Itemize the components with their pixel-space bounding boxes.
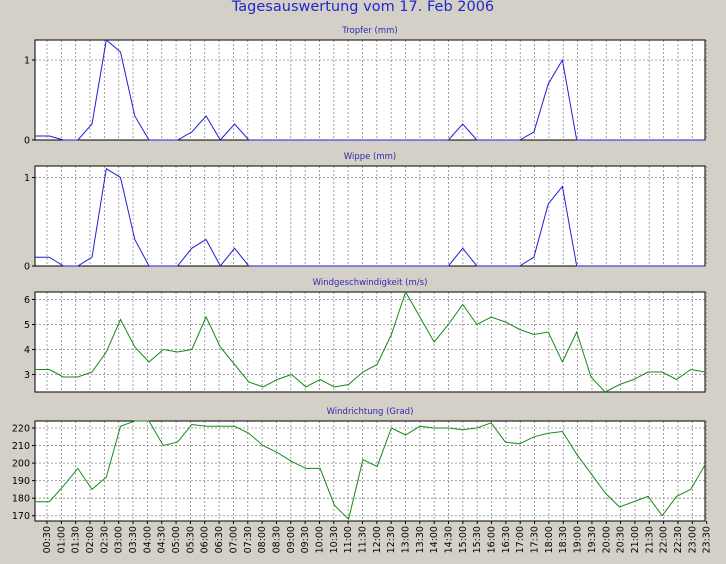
x-tick-label: 20:30 xyxy=(616,526,627,553)
x-tick-label: 06:30 xyxy=(214,526,225,553)
x-tick-label: 23:30 xyxy=(702,526,713,553)
panel-title: Windgeschwindigkeit (m/s) xyxy=(313,278,428,288)
x-tick-label: 05:30 xyxy=(185,526,196,553)
x-tick-label: 22:30 xyxy=(673,526,684,553)
y-tick-label: 200 xyxy=(12,459,30,470)
x-tick-label: 01:30 xyxy=(71,526,82,553)
x-tick-label: 06:00 xyxy=(200,526,211,553)
series-line xyxy=(35,290,706,393)
x-tick-label: 00:30 xyxy=(42,526,53,553)
x-tick-label: 14:00 xyxy=(429,526,440,553)
plot-area xyxy=(35,166,705,266)
plot-area xyxy=(35,421,705,521)
x-tick-label: 04:00 xyxy=(142,526,153,553)
x-tick-label: 12:00 xyxy=(372,526,383,553)
panel-title: Windrichtung (Grad) xyxy=(327,407,414,417)
plot-frame xyxy=(34,420,706,522)
plot-area xyxy=(35,40,705,140)
x-tick-label: 13:00 xyxy=(401,526,412,553)
x-tick-label: 04:30 xyxy=(157,526,168,553)
x-tick-label: 15:00 xyxy=(458,526,469,553)
y-tick-label: 190 xyxy=(12,476,30,487)
x-tick-label: 17:00 xyxy=(515,526,526,553)
y-tick-label: 220 xyxy=(12,424,30,435)
y-tick-label: 180 xyxy=(12,494,30,505)
y-tick-label: 1 xyxy=(24,56,30,67)
x-tick-label: 21:30 xyxy=(644,526,655,553)
x-tick-label: 18:00 xyxy=(544,526,555,553)
x-tick-label: 14:30 xyxy=(444,526,455,553)
x-tick-label: 05:00 xyxy=(171,526,182,553)
x-tick-label: 01:00 xyxy=(56,526,67,553)
plot-area xyxy=(35,292,705,392)
y-tick-label: 0 xyxy=(24,262,30,273)
series-line xyxy=(35,420,706,521)
x-tick-label: 09:00 xyxy=(286,526,297,553)
x-tick-label: 02:00 xyxy=(85,526,96,553)
y-tick-label: 4 xyxy=(24,345,30,356)
x-tick-label: 03:00 xyxy=(114,526,125,553)
series-line xyxy=(35,167,705,267)
y-tick-label: 170 xyxy=(12,511,30,522)
x-tick-label: 20:00 xyxy=(601,526,612,553)
plot-frame xyxy=(34,291,706,393)
panel-title: Wippe (mm) xyxy=(344,152,397,162)
x-tick-label: 11:00 xyxy=(343,526,354,553)
x-tick-label: 19:30 xyxy=(587,526,598,553)
series-line xyxy=(35,39,705,141)
x-tick-label: 21:00 xyxy=(630,526,641,553)
x-tick-label: 15:30 xyxy=(472,526,483,553)
x-tick-label: 08:00 xyxy=(257,526,268,553)
y-tick-label: 1 xyxy=(24,173,30,184)
x-tick-label: 08:30 xyxy=(271,526,282,553)
x-tick-label: 13:30 xyxy=(415,526,426,553)
x-tick-label: 07:30 xyxy=(243,526,254,553)
x-tick-label: 22:00 xyxy=(659,526,670,553)
x-tick-label: 18:30 xyxy=(558,526,569,553)
panel-title: Tropfer (mm) xyxy=(341,26,397,36)
x-tick-label: 10:30 xyxy=(329,526,340,553)
x-tick-label: 07:00 xyxy=(228,526,239,553)
x-tick-label: 23:00 xyxy=(687,526,698,553)
y-tick-label: 5 xyxy=(24,320,30,331)
y-tick-label: 210 xyxy=(12,441,30,452)
x-tick-label: 09:30 xyxy=(300,526,311,553)
x-tick-label: 16:30 xyxy=(501,526,512,553)
x-tick-label: 17:30 xyxy=(530,526,541,553)
y-tick-label: 3 xyxy=(24,370,30,381)
page-title: Tagesauswertung vom 17. Feb 2006 xyxy=(231,0,495,15)
x-tick-label: 10:00 xyxy=(314,526,325,553)
x-tick-label: 19:00 xyxy=(573,526,584,553)
x-tick-label: 16:00 xyxy=(487,526,498,553)
x-tick-label: 11:30 xyxy=(357,526,368,553)
x-tick-label: 03:30 xyxy=(128,526,139,553)
y-tick-label: 6 xyxy=(24,295,30,306)
y-tick-label: 0 xyxy=(24,136,30,147)
x-tick-label: 12:30 xyxy=(386,526,397,553)
x-tick-label: 02:30 xyxy=(99,526,110,553)
